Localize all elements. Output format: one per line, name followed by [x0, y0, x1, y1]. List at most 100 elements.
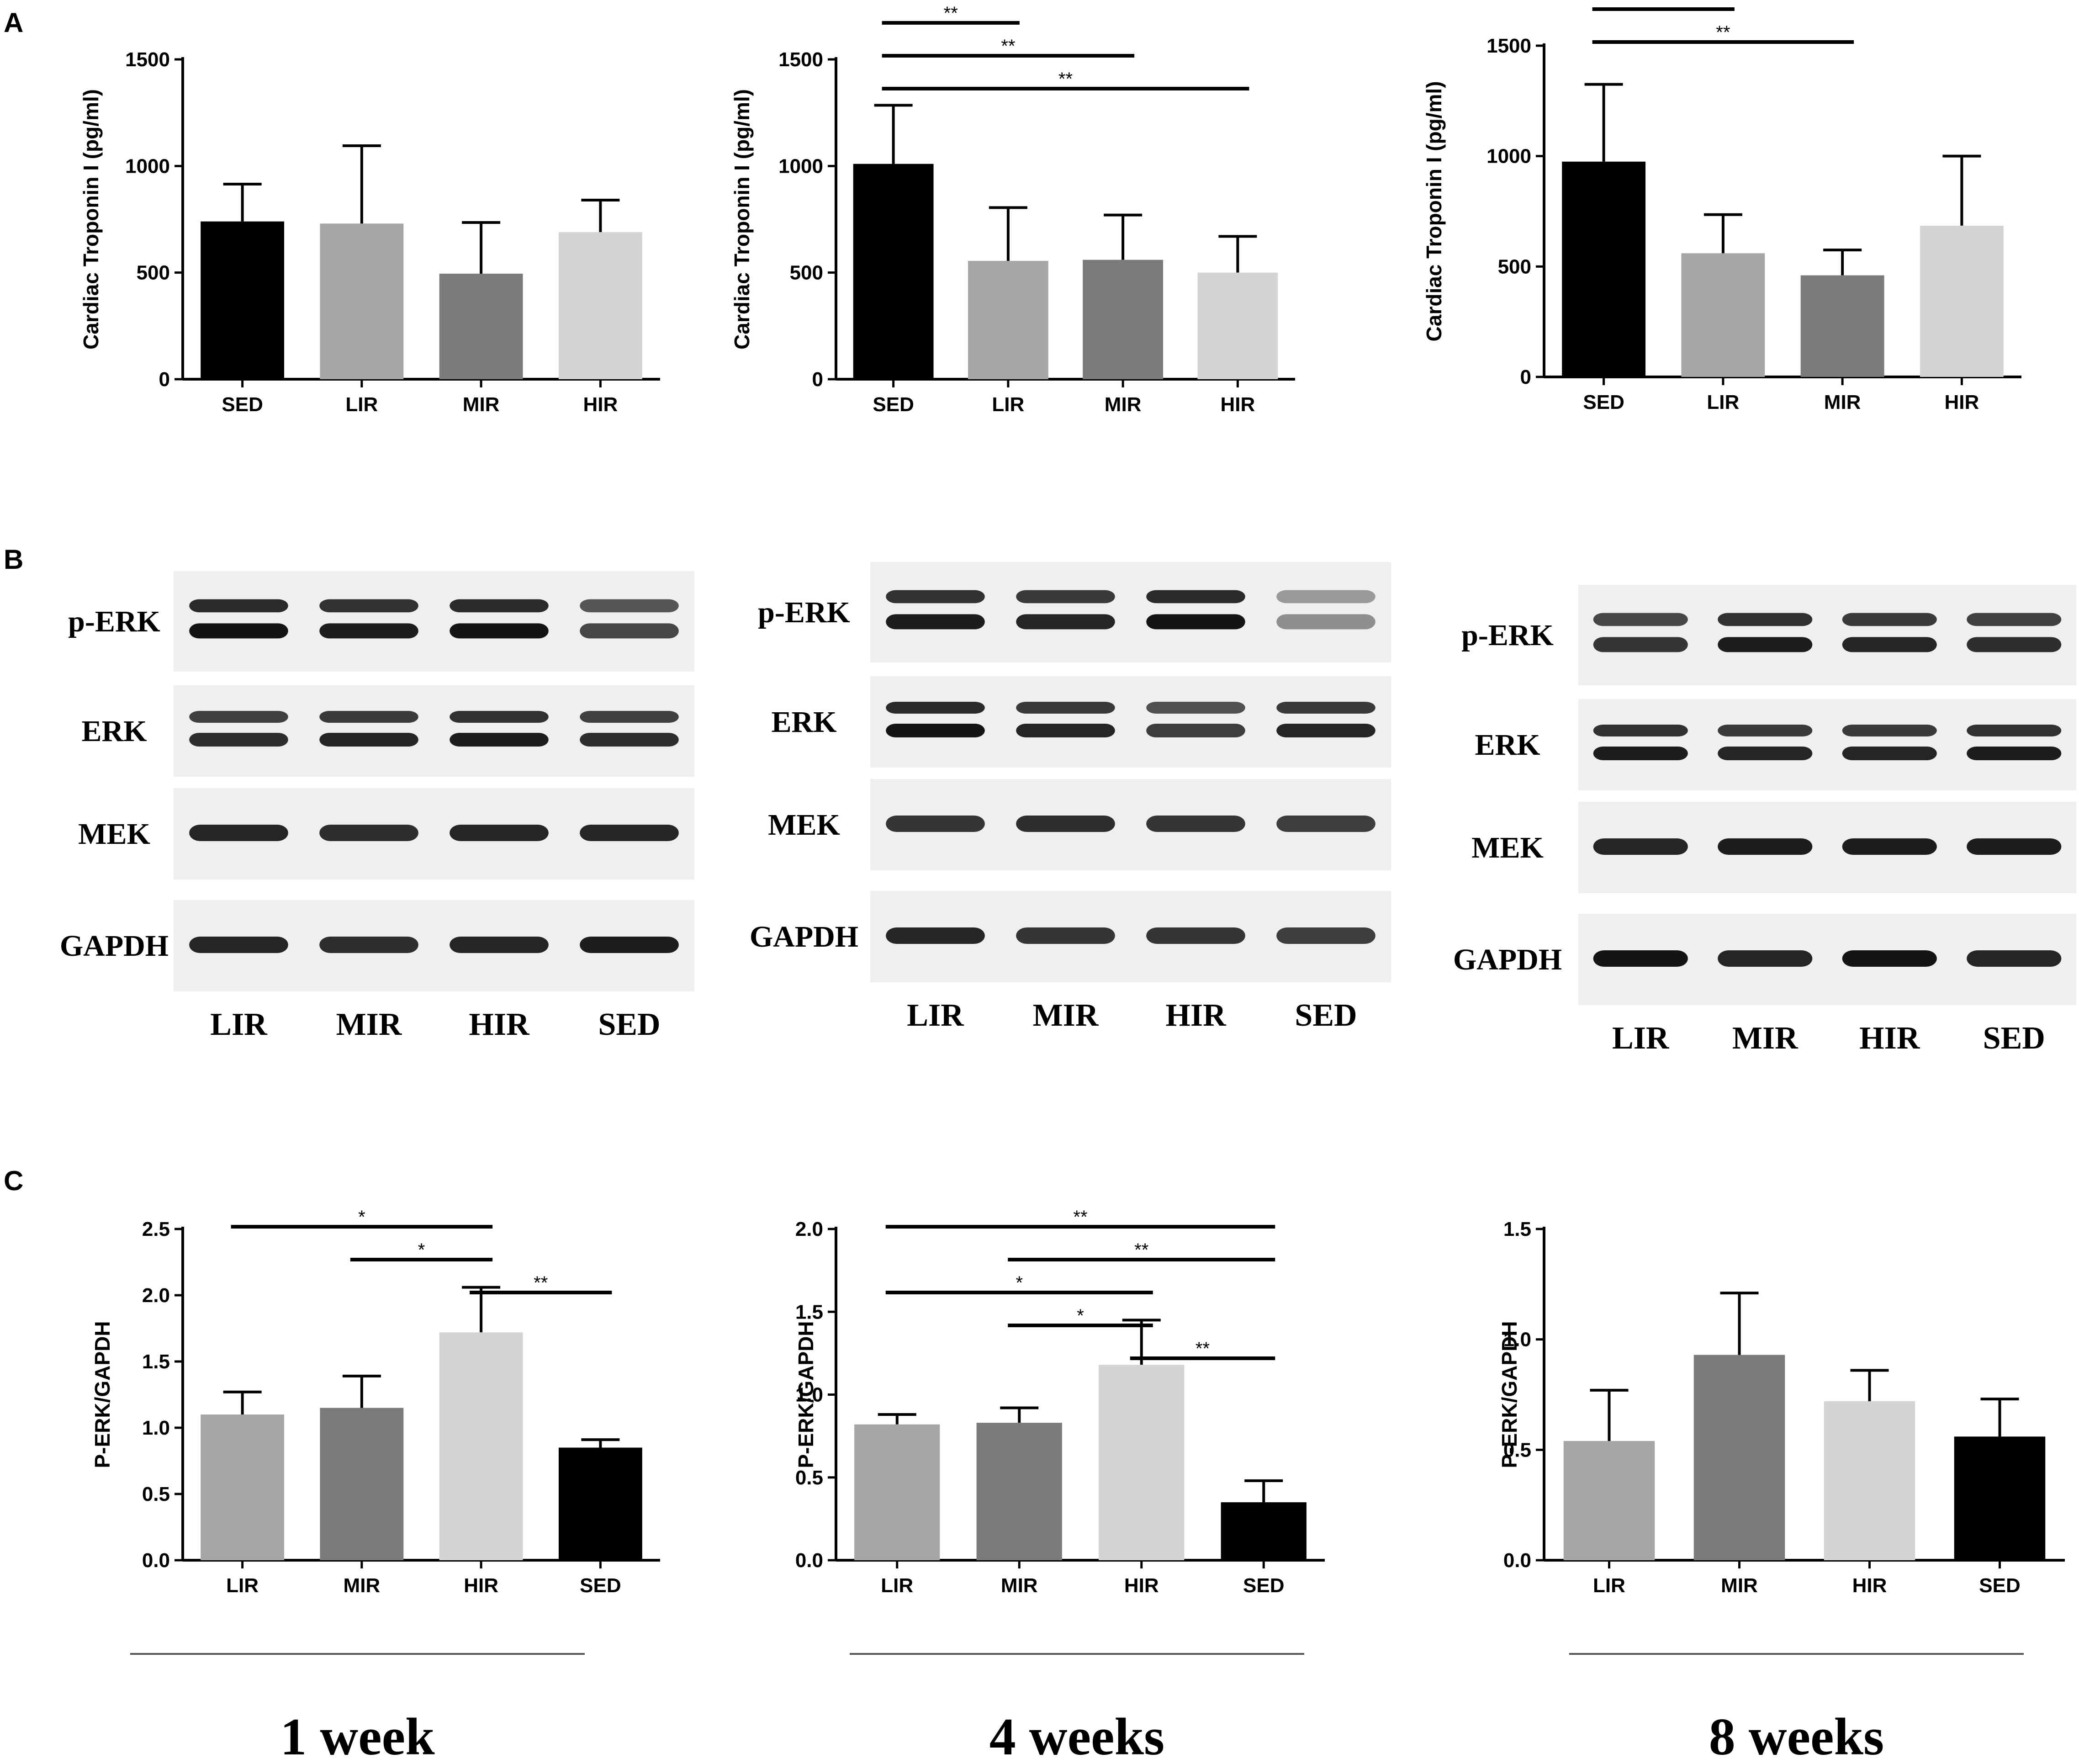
- x-tick-label: HIR: [583, 393, 618, 416]
- band-lower: [886, 724, 985, 737]
- blot-row-mek: MEK: [78, 788, 694, 879]
- significance-label: **: [1656, 0, 1671, 10]
- significance-label: **: [1058, 69, 1073, 89]
- blot-membrane: [174, 571, 694, 672]
- lane-label: MIR: [336, 1007, 402, 1042]
- lane-label: LIR: [210, 1007, 268, 1042]
- band-upper: [450, 599, 549, 613]
- band: [1276, 927, 1375, 944]
- protein-label: MEK: [78, 817, 150, 851]
- significance-label: **: [534, 1273, 548, 1293]
- blot-membrane: [174, 685, 694, 777]
- charts-layer: 0 500 1000 1500 Cardiac Troponin I (pg/ml) SE…: [79, 0, 2065, 1597]
- band: [580, 937, 679, 953]
- western-blot-1: p-ERK ERK MEK GAPDH LIR MIR HIR SED: [60, 571, 694, 1042]
- band-upper: [1276, 702, 1375, 714]
- band-lower: [1593, 747, 1688, 760]
- band: [580, 825, 679, 841]
- band-lower: [450, 733, 549, 747]
- x-tick-label: MIR: [344, 1574, 381, 1597]
- bar-mir: [1083, 260, 1164, 379]
- y-tick-label: 1.5: [795, 1301, 823, 1323]
- blot-membrane: [1578, 585, 2076, 685]
- significance-label: **: [1716, 22, 1730, 42]
- band: [1146, 816, 1245, 832]
- y-tick-label: 0.0: [795, 1549, 823, 1572]
- x-tick-label: LIR: [1593, 1574, 1625, 1597]
- band-lower: [580, 623, 679, 639]
- blot-row-gapdh: GAPDH: [1453, 914, 2076, 1005]
- protein-label: p-ERK: [758, 596, 850, 629]
- y-tick-label: 1000: [1487, 145, 1531, 168]
- band: [1016, 927, 1115, 944]
- band-lower: [319, 623, 418, 639]
- band: [450, 937, 549, 953]
- protein-label: ERK: [1475, 728, 1540, 762]
- band: [319, 937, 418, 953]
- lane-label: SED: [1983, 1021, 2045, 1056]
- significance-label: *: [1016, 1273, 1023, 1293]
- x-tick-label: SED: [580, 1574, 621, 1597]
- blot-row-mek: MEK: [1471, 802, 2076, 893]
- bar-hir: [439, 1332, 523, 1560]
- band-upper: [1146, 590, 1245, 604]
- band-upper: [886, 590, 985, 604]
- y-tick-label: 500: [1498, 255, 1531, 278]
- band-upper: [1276, 590, 1375, 604]
- x-tick-label: HIR: [1852, 1574, 1887, 1597]
- y-tick-label: 1500: [1487, 35, 1531, 57]
- band-lower: [319, 733, 418, 747]
- blot-row-erk: ERK: [771, 676, 1391, 768]
- y-axis-label: Cardiac Troponin I (pg/ml): [1422, 81, 1446, 342]
- bar-sed: [558, 1447, 642, 1560]
- y-tick-label: 1500: [778, 48, 823, 71]
- protein-label: MEK: [768, 808, 840, 842]
- protein-label: GAPDH: [1453, 943, 1562, 976]
- lane-label: LIR: [907, 998, 964, 1033]
- blot-row-p-erk: p-ERK: [758, 562, 1391, 662]
- band-upper: [1016, 702, 1115, 714]
- y-tick-label: 500: [137, 262, 170, 284]
- band-lower: [1016, 724, 1115, 737]
- band: [1593, 950, 1688, 967]
- y-tick-label: 500: [790, 262, 823, 284]
- chart-a-1: 0 500 1000 1500 Cardiac Troponin I (pg/ml) SE…: [79, 48, 660, 416]
- significance-label: *: [418, 1240, 425, 1260]
- significance-label: *: [1077, 1306, 1084, 1326]
- y-tick-label: 0.0: [1503, 1549, 1531, 1572]
- significance-label: *: [358, 1207, 365, 1227]
- band-lower: [1146, 614, 1245, 630]
- y-tick-label: 1.0: [142, 1417, 170, 1439]
- bar-hir: [1920, 225, 2004, 377]
- blot-row-p-erk: p-ERK: [68, 571, 694, 672]
- band-upper: [1593, 725, 1688, 736]
- band-lower: [450, 623, 549, 639]
- bar-sed: [853, 164, 934, 379]
- x-tick-label: LIR: [992, 393, 1024, 416]
- chart-c-1: 0.0 0.5 1.0 1.5 2.0 2.5 P-ERK/GAPDH LIR MIR HIR SE…: [90, 1207, 660, 1597]
- bar-mir: [1693, 1355, 1785, 1560]
- panel-letter-b: B: [4, 544, 23, 575]
- y-tick-label: 2.5: [142, 1218, 170, 1240]
- bar-mir: [439, 274, 523, 379]
- bar-sed: [1562, 161, 1646, 377]
- y-tick-label: 0.5: [142, 1483, 170, 1505]
- band-upper: [1718, 613, 1813, 626]
- blot-row-erk: ERK: [81, 685, 694, 777]
- blot-membrane: [870, 562, 1391, 662]
- blot-membrane: [870, 676, 1391, 768]
- protein-label: ERK: [81, 715, 147, 748]
- band: [1146, 927, 1245, 944]
- x-tick-label: LIR: [345, 393, 378, 416]
- blots-layer: p-ERK ERK MEK GAPDH LIR MIR HIR SED p-ERK ERK MEK G…: [60, 562, 2076, 1056]
- blot-row-mek: MEK: [768, 779, 1391, 870]
- chart-a-3: 0 500 1000 1500 Cardiac Troponin I (pg/ml) SE…: [1422, 0, 2021, 413]
- band-upper: [189, 599, 288, 613]
- x-tick-label: HIR: [464, 1574, 498, 1597]
- y-tick-label: 2.0: [142, 1284, 170, 1307]
- lane-label: LIR: [1612, 1021, 1670, 1056]
- western-blot-2: p-ERK ERK MEK GAPDH LIR MIR HIR SED: [750, 562, 1391, 1033]
- lane-label: SED: [1295, 998, 1357, 1033]
